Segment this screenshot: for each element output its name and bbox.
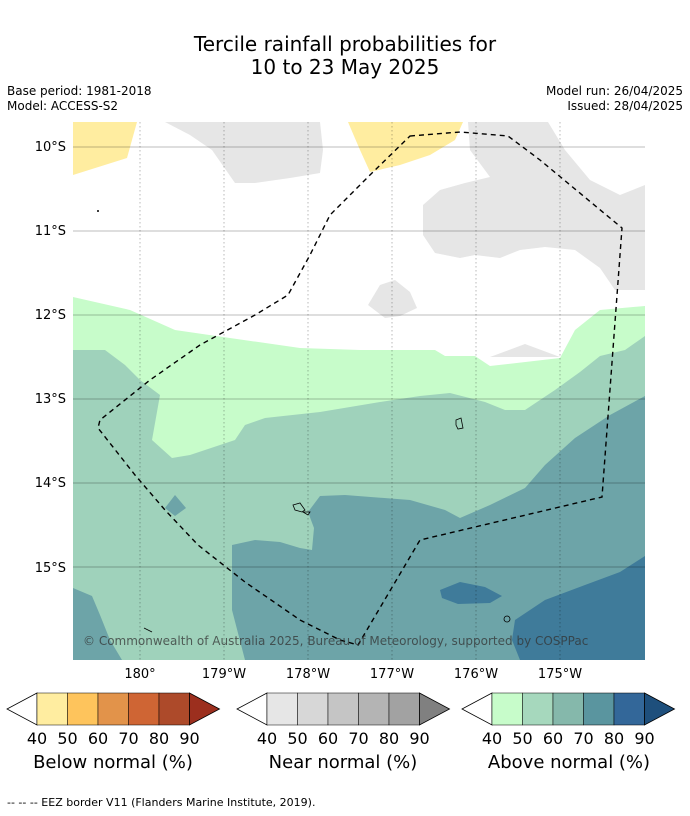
legend-swatch: [158, 692, 190, 726]
legend-tick-label: 90: [409, 729, 429, 748]
legend-tick-label: 70: [573, 729, 593, 748]
meta-right: Model run: 26/04/2025 Issued: 28/04/2025: [546, 84, 683, 114]
above-70-region: [440, 582, 502, 604]
legend-extend-low: [6, 692, 38, 726]
legend-swatch: [552, 692, 584, 726]
near-40-small: [368, 280, 417, 318]
legend-tick-label: 60: [318, 729, 338, 748]
lat-label: 12°S: [35, 308, 66, 323]
lon-label: 180°: [124, 667, 155, 682]
legend-swatch: [491, 692, 523, 726]
lat-labels: 10°S 11°S 12°S 13°S 14°S 15°S: [35, 140, 66, 576]
legend-swatch: [266, 692, 298, 726]
legend-extend-high: [419, 692, 451, 726]
legend-colorbars: 40 50 60 70 80 90 40 50 60 70 80 90 40 50 60 70 80 90: [6, 692, 676, 748]
rainfall-map: © Commonwealth of Australia 2025, Bureau…: [35, 122, 645, 682]
legend-tick-label: 50: [512, 729, 532, 748]
legend-extend-low: [461, 692, 493, 726]
legend-tick-label: 40: [482, 729, 502, 748]
lon-label: 175°W: [538, 667, 582, 682]
legend-label-below: Below normal (%): [33, 752, 193, 773]
near-40-north: [165, 122, 323, 183]
legend-swatch: [297, 692, 329, 726]
meta-left: Base period: 1981-2018 Model: ACCESS-S2: [7, 84, 152, 114]
above-60-small: [165, 495, 186, 516]
legend-tick-label: 50: [57, 729, 77, 748]
lat-label: 13°S: [35, 392, 66, 407]
legend-tick-label: 80: [379, 729, 399, 748]
legend-tick-label: 90: [634, 729, 654, 748]
legend-extend-high: [189, 692, 221, 726]
legend-extend-high: [644, 692, 676, 726]
model-name: Model: ACCESS-S2: [7, 99, 119, 113]
islands: [97, 209, 511, 633]
copyright-text: © Commonwealth of Australia 2025, Bureau…: [83, 634, 588, 648]
legend-swatch: [388, 692, 420, 726]
legend-swatch: [358, 692, 390, 726]
below-40-north: [348, 122, 463, 172]
title-line-2: 10 to 23 May 2025: [250, 55, 440, 79]
near-40-east: [423, 122, 645, 290]
legend-tick-label: 40: [257, 729, 277, 748]
lon-label: 176°W: [454, 667, 498, 682]
above-60-region: [232, 396, 645, 660]
issued-date: Issued: 28/04/2025: [567, 99, 683, 113]
legend-tick-label: 70: [348, 729, 368, 748]
model-run: Model run: 26/04/2025: [545, 84, 683, 98]
map-area: © Commonwealth of Australia 2025, Bureau…: [73, 122, 645, 660]
legend-tick-label: 60: [543, 729, 563, 748]
legend-swatch: [327, 692, 359, 726]
legend-tick-label: 90: [179, 729, 199, 748]
legend-swatch: [97, 692, 129, 726]
legend-tick-label: 50: [287, 729, 307, 748]
near-40-south: [490, 344, 560, 357]
base-period: Base period: 1981-2018: [7, 84, 152, 98]
legend-swatch: [67, 692, 99, 726]
lon-labels: 180° 179°W 178°W 177°W 176°W 175°W: [124, 667, 582, 682]
legend-tick-label: 70: [118, 729, 138, 748]
title-line-1: Tercile rainfall probabilities for: [193, 32, 497, 56]
legend-tick-label: 80: [604, 729, 624, 748]
lat-label: 14°S: [35, 476, 66, 491]
above-70-east: [512, 556, 645, 660]
below-40-nw: [73, 122, 137, 175]
legend-swatch: [36, 692, 68, 726]
legend-extend-low: [236, 692, 268, 726]
lat-label: 11°S: [35, 224, 66, 239]
above-60-west: [73, 588, 122, 660]
legend-label-near: Near normal (%): [268, 752, 418, 773]
legend-swatch: [128, 692, 160, 726]
legend-tick-label: 60: [88, 729, 108, 748]
legend-tick-label: 40: [27, 729, 47, 748]
legend-swatch: [613, 692, 645, 726]
lon-label: 178°W: [286, 667, 330, 682]
legend-tick-label: 80: [149, 729, 169, 748]
eez-footnote: -- -- -- EEZ border V11 (Flanders Marine…: [7, 796, 316, 809]
lon-label: 177°W: [370, 667, 414, 682]
legend-label-above: Above normal (%): [487, 752, 651, 773]
eez-border: [97, 131, 623, 646]
lat-label: 10°S: [35, 140, 66, 155]
grid-lines: [73, 122, 645, 660]
legend-swatch: [522, 692, 554, 726]
lon-label: 179°W: [202, 667, 246, 682]
legend-swatch: [583, 692, 615, 726]
lat-label: 15°S: [35, 561, 66, 576]
